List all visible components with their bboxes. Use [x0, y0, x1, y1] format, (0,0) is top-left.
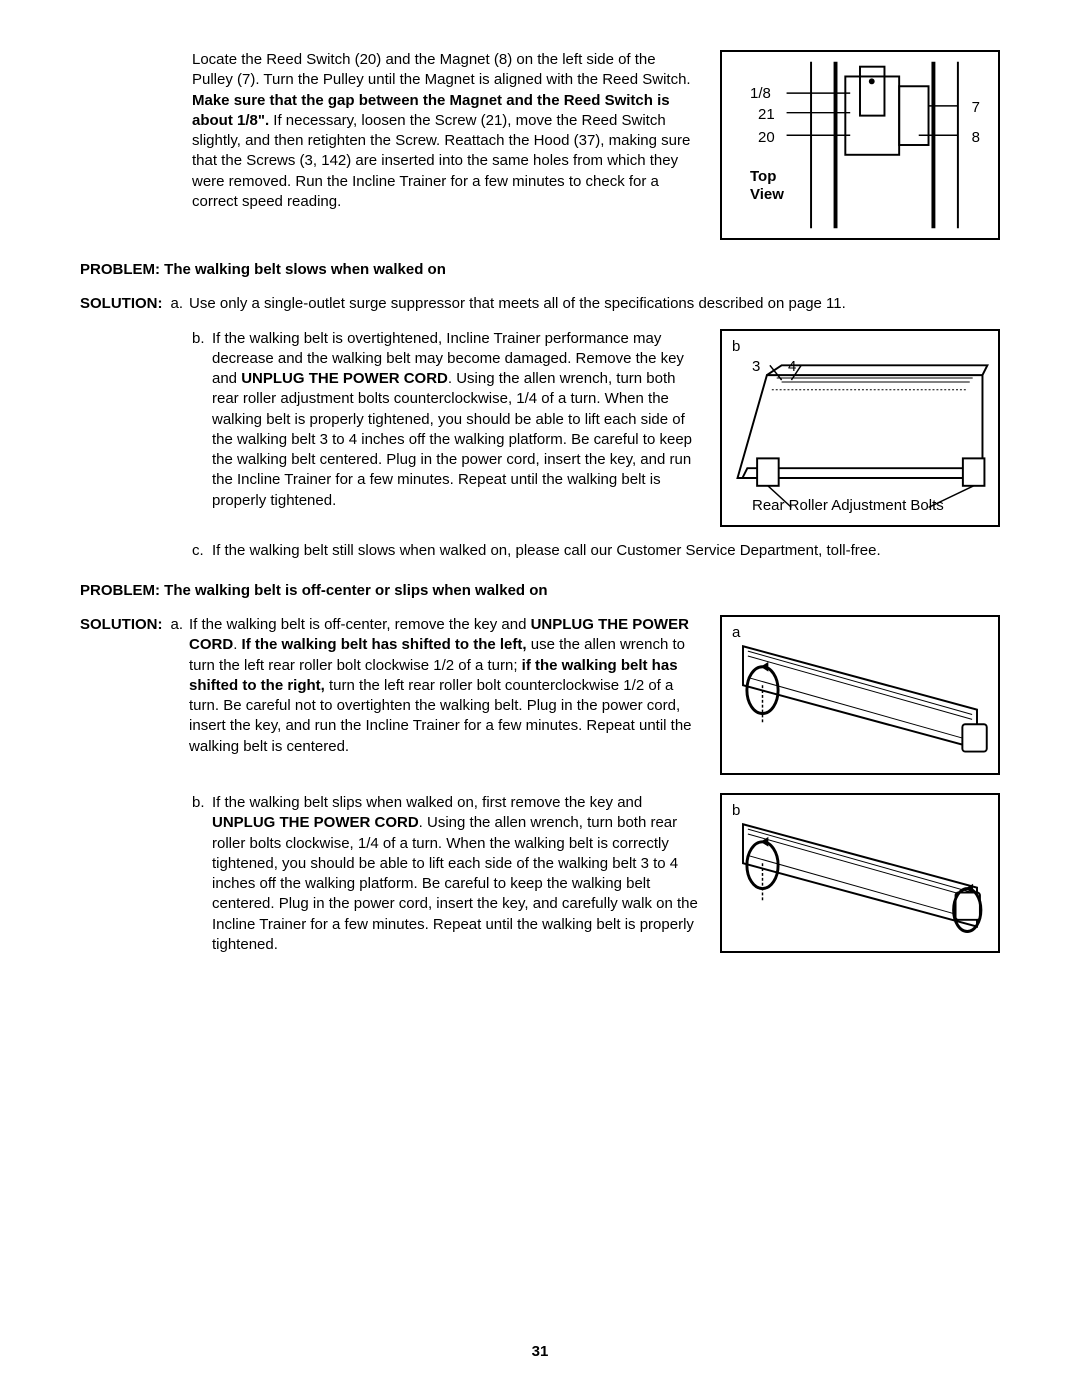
- letter-a: a.: [167, 294, 190, 314]
- a-text1: If the walking belt is off-center, remov…: [189, 616, 531, 633]
- a-bold2: If the walking belt has shifted to the l…: [242, 636, 527, 653]
- solution2-b-row: b. If the walking belt slips when walked…: [80, 793, 1000, 955]
- solution1-a-text: Use only a single-outlet surge suppresso…: [189, 294, 846, 314]
- fig-b2-label: b: [732, 801, 740, 821]
- b-bold: UNPLUG THE POWER CORD: [241, 370, 448, 387]
- fig-b-label: b: [732, 337, 740, 357]
- solution1-c-text: If the walking belt still slows when wal…: [212, 541, 881, 561]
- offcenter-b-diagram: [722, 795, 998, 951]
- figure-offcenter-b: b: [720, 793, 1000, 953]
- letter-c: c.: [192, 541, 212, 561]
- b2-bold: UNPLUG THE POWER CORD: [212, 814, 419, 831]
- label-1-8: 1/8: [750, 84, 771, 104]
- label-8: 8: [972, 128, 980, 148]
- label-21: 21: [758, 105, 775, 125]
- para-text: Locate the Reed Switch (20) and the Magn…: [192, 51, 691, 88]
- solution-label: SOLUTION:: [80, 294, 167, 314]
- solution1-b: b. If the walking belt is overtightened,…: [80, 329, 700, 511]
- page: Locate the Reed Switch (20) and the Magn…: [0, 0, 1080, 1397]
- solution2-b-body: If the walking belt slips when walked on…: [212, 793, 700, 955]
- fig-b-caption: Rear Roller Adjustment Bolts: [752, 496, 944, 516]
- section-reed-switch: Locate the Reed Switch (20) and the Magn…: [80, 50, 1000, 240]
- solution1-b-row: b. If the walking belt is overtightened,…: [80, 329, 1000, 527]
- label-7: 7: [972, 98, 980, 118]
- b2-text2: . Using the allen wrench, turn both rear…: [212, 814, 698, 953]
- figure-rear-roller: b 3 4 Rear Roller Adjustment Bolts: [720, 329, 1000, 527]
- b2-text1: If the walking belt slips when walked on…: [212, 794, 642, 811]
- problem-belt-offcenter: PROBLEM: The walking belt is off-center …: [80, 581, 1000, 601]
- solution1-a: SOLUTION: a. Use only a single-outlet su…: [80, 294, 1000, 314]
- label-view: View: [750, 185, 784, 205]
- letter-b: b.: [192, 329, 212, 511]
- solution-label-2: SOLUTION:: [80, 615, 167, 757]
- solution1-c: c. If the walking belt still slows when …: [80, 541, 1000, 561]
- figure-offcenter-a: a: [720, 615, 1000, 775]
- reed-switch-text: Locate the Reed Switch (20) and the Magn…: [80, 50, 700, 212]
- solution2-b: b. If the walking belt slips when walked…: [80, 793, 700, 955]
- problem-belt-slows: PROBLEM: The walking belt slows when wal…: [80, 260, 1000, 280]
- solution2-a: SOLUTION: a. If the walking belt is off-…: [80, 615, 700, 757]
- fig-a-label: a: [732, 623, 740, 643]
- solution1-b-body: If the walking belt is overtightened, In…: [212, 329, 700, 511]
- solution2-a-row: SOLUTION: a. If the walking belt is off-…: [80, 615, 1000, 775]
- a-text2: .: [233, 636, 241, 653]
- b-text2: . Using the allen wrench, turn both rear…: [212, 370, 692, 509]
- solution2-a-body: If the walking belt is off-center, remov…: [189, 615, 700, 757]
- label-20: 20: [758, 128, 775, 148]
- offcenter-a-diagram: [722, 617, 998, 773]
- page-number: 31: [0, 1342, 1080, 1362]
- letter-a2: a.: [167, 615, 190, 757]
- fig-b-3: 3: [752, 357, 760, 377]
- figure-top-view: 1/8 21 20 7 8 Top View: [720, 50, 1000, 240]
- fig-b-4: 4: [788, 357, 796, 377]
- letter-b2: b.: [192, 793, 212, 955]
